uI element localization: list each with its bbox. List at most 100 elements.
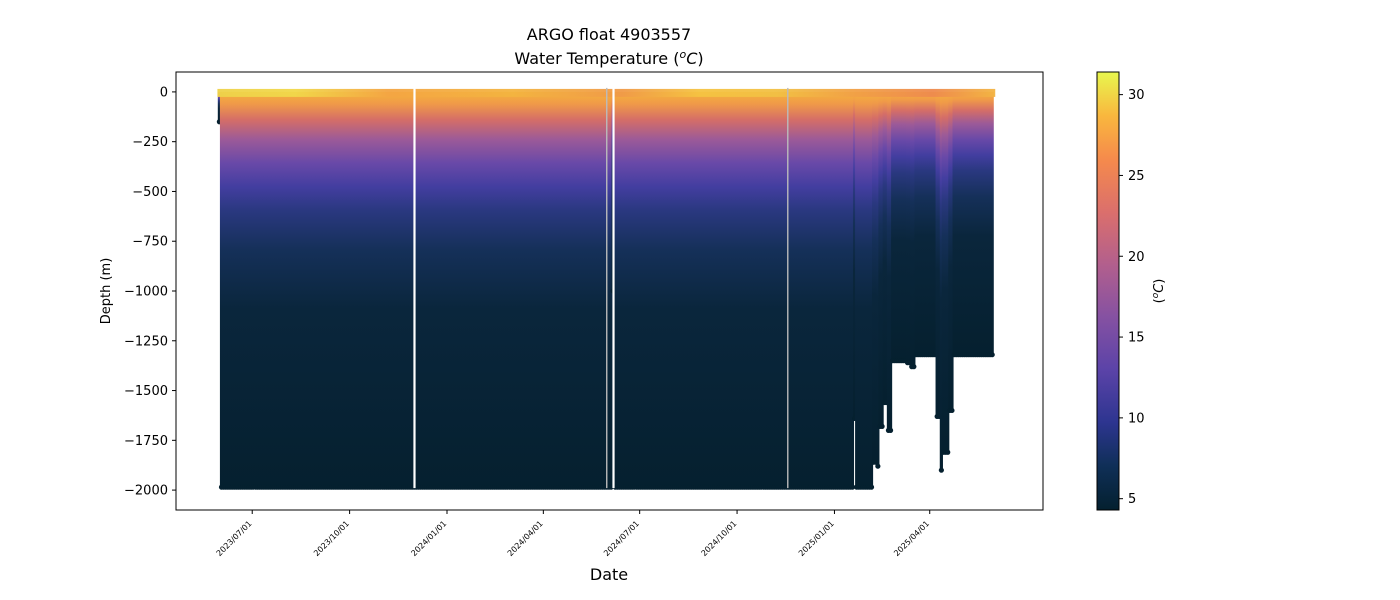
profile-column (916, 91, 920, 355)
profile-bottom-point (989, 352, 995, 358)
colorbar-label: (oC) (1151, 279, 1167, 304)
profile-column (565, 91, 569, 488)
profile-column (656, 91, 660, 488)
profile-column (232, 91, 236, 488)
profile-column (630, 91, 634, 488)
profile-column (224, 91, 228, 488)
profile-column (490, 91, 495, 488)
profile-column (408, 91, 412, 488)
profile-column (245, 91, 249, 488)
profile-column (393, 91, 397, 488)
profile-column (905, 91, 910, 363)
profile-column (571, 91, 575, 488)
profile-column (592, 91, 596, 488)
profile-column (869, 91, 874, 488)
profile-column (658, 91, 662, 488)
profile-column (573, 91, 577, 488)
profile-column (795, 91, 799, 488)
profile-column (531, 91, 535, 488)
profile-column (857, 91, 861, 488)
profile-column (334, 91, 338, 488)
profile-column (753, 91, 757, 488)
profile-column (385, 91, 389, 488)
profile-column (285, 91, 289, 488)
profile-column (855, 91, 859, 488)
profile-column (675, 91, 679, 488)
colorbar-tick-label: 5 (1128, 492, 1136, 507)
profile-column (509, 91, 514, 488)
y-tick-label: −250 (132, 135, 168, 150)
profile-column (562, 91, 567, 488)
profile-column (844, 91, 848, 488)
profile-column (397, 91, 401, 488)
profile-column (346, 91, 351, 488)
profile-column (937, 91, 941, 417)
profile-column (700, 91, 704, 488)
profile-column (617, 91, 622, 488)
chart-title: ARGO float 4903557 (527, 25, 691, 44)
profile-column (626, 91, 630, 488)
profile-column (901, 91, 905, 361)
profile-column (499, 91, 503, 488)
profile-column (323, 91, 327, 488)
profile-bottom-point (945, 449, 951, 455)
profile-column (647, 91, 651, 488)
profile-column (478, 91, 482, 488)
profile-column (526, 91, 531, 488)
profile-column (416, 91, 421, 488)
profile-column (709, 91, 713, 488)
profile-column (226, 91, 230, 488)
profile-column (427, 91, 431, 488)
profile-column (493, 91, 497, 488)
profile-column (382, 91, 387, 488)
profile-column (304, 91, 308, 488)
profile-column (984, 91, 988, 355)
x-tick-label: 2024/10/01 (700, 519, 739, 558)
profile-column (306, 91, 310, 488)
profile-column (442, 91, 446, 488)
profile-column (243, 91, 247, 488)
profile-column (399, 91, 404, 488)
profile-column (812, 91, 816, 488)
profile-column (863, 91, 867, 488)
x-tick-label: 2024/07/01 (602, 519, 641, 558)
profile-column (810, 91, 814, 488)
profile-column (423, 91, 427, 488)
profile-column (706, 91, 711, 488)
profile-column (800, 91, 804, 488)
profile-column (615, 91, 620, 488)
profile-bottom-point (949, 407, 955, 414)
profile-column (351, 91, 355, 488)
profile-column (785, 91, 789, 488)
profile-column (219, 91, 224, 488)
profile-column (482, 91, 486, 488)
profile-column (950, 91, 954, 411)
profile-column (543, 91, 548, 488)
profile-column (421, 91, 425, 488)
profile-column (457, 91, 461, 488)
profile-column (766, 91, 770, 488)
profile-column (829, 91, 833, 488)
profile-column (770, 91, 774, 488)
profile-column (217, 91, 221, 122)
profile-column (503, 91, 507, 488)
profile-column (260, 91, 264, 488)
profile-column (298, 91, 302, 488)
profile-column (603, 91, 607, 488)
profile-column (838, 91, 842, 488)
profile-column (228, 91, 232, 488)
profile-column (433, 91, 437, 488)
profile-column (484, 91, 488, 488)
profile-column (744, 91, 749, 488)
profile-column (668, 91, 672, 488)
profile-bottom-point (608, 484, 614, 490)
profile-column (749, 91, 753, 488)
profile-column (694, 91, 698, 488)
profile-column (742, 91, 747, 488)
profile-column (685, 91, 689, 488)
y-tick-label: 0 (160, 85, 168, 100)
profile-column (897, 91, 901, 361)
profile-column (922, 91, 927, 355)
profile-column (431, 91, 435, 488)
profile-column (272, 91, 277, 488)
